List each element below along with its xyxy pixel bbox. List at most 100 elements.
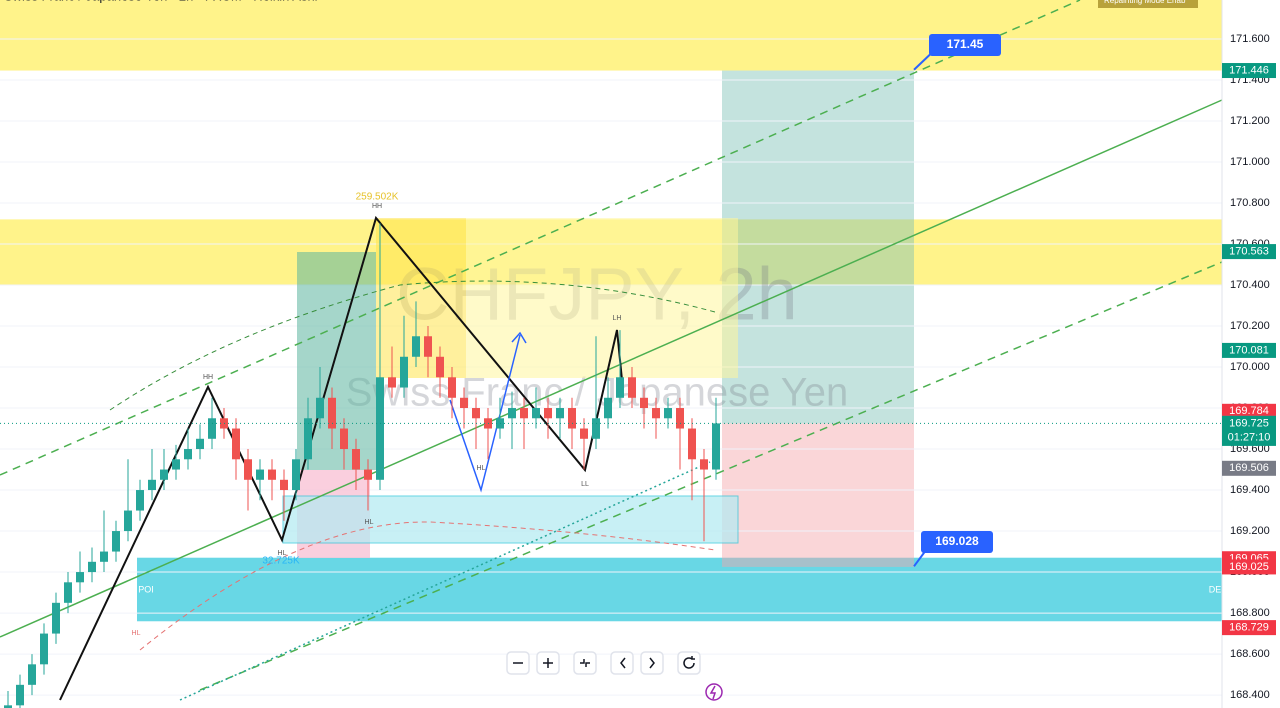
candle-body (556, 408, 564, 419)
icon (683, 656, 695, 669)
y-tick-label: 171.600 (1230, 33, 1270, 45)
y-tick-label: 170.000 (1230, 361, 1270, 373)
band-line (139, 521, 716, 651)
candle-body (136, 490, 144, 511)
annotation: LH (613, 315, 622, 322)
annotation: POI (138, 584, 154, 594)
callout (929, 34, 1001, 56)
price-label-text: 171.446 (1229, 64, 1269, 76)
candle-body (268, 469, 276, 480)
y-tick-label: 169.400 (1230, 484, 1270, 496)
callout-label: 169.028 (935, 534, 979, 548)
zone (722, 423, 914, 567)
candle-body (364, 469, 372, 480)
candle-body (340, 428, 348, 450)
candle-body (520, 408, 528, 419)
reset[interactable] (677, 651, 701, 675)
y-tick-label: 168.800 (1230, 607, 1270, 619)
annotation: LL (581, 481, 589, 488)
candle-body (4, 705, 12, 708)
candle-body (388, 377, 396, 388)
annotation: HL (278, 550, 287, 557)
y-tick-label: 171.200 (1230, 115, 1270, 127)
candle-body (568, 408, 576, 429)
annotation: HL (365, 519, 374, 526)
price-label-text: 169.506 (1229, 462, 1269, 474)
candle-body (76, 572, 84, 583)
supply-box (376, 218, 466, 378)
scroll-right[interactable] (640, 651, 664, 675)
price-label (1222, 342, 1276, 358)
candle-body (508, 408, 516, 419)
price-label (1222, 63, 1276, 79)
candle-body (700, 459, 708, 470)
price-label (1222, 620, 1276, 636)
zone (722, 70, 914, 424)
candle-body (460, 397, 468, 409)
candle-body (448, 377, 456, 398)
price-label-text: 169.725 (1229, 417, 1269, 429)
channel-line (0, 0, 1081, 476)
toolbar (506, 651, 723, 701)
price-label (1222, 415, 1276, 446)
lightning-button[interactable] (705, 683, 723, 701)
annotation: HL (132, 630, 141, 637)
price-label-text: 169.025 (1229, 561, 1269, 573)
candle-body (112, 531, 120, 552)
price-label (1222, 244, 1276, 260)
candle-body (544, 408, 552, 419)
y-tick-label: 168.600 (1230, 648, 1270, 660)
price-label-text: 170.563 (1229, 245, 1269, 257)
icon (580, 659, 590, 667)
y-tick-label: 168.400 (1230, 689, 1270, 701)
candle-body (232, 428, 240, 460)
candle-body (172, 459, 180, 470)
countdown: 01:27:10 (1228, 431, 1271, 443)
candle-body (616, 377, 624, 398)
channel-line (199, 261, 1223, 691)
candle-body (28, 664, 36, 685)
candle-body (184, 449, 192, 460)
candle-body (352, 449, 360, 470)
candle-body (328, 397, 336, 429)
band-line (109, 280, 716, 411)
candle-body (688, 428, 696, 460)
y-tick-label: 169.200 (1230, 525, 1270, 537)
candle-body (208, 418, 216, 439)
candle-body (64, 582, 72, 603)
candle-body (628, 377, 636, 398)
price-label-text: 170.081 (1229, 344, 1269, 356)
badge (1098, 0, 1198, 8)
candle-body (676, 408, 684, 429)
reset-scale[interactable] (573, 651, 597, 675)
candle-body (16, 684, 24, 706)
callout (921, 531, 993, 553)
candle-body (652, 408, 660, 419)
icon (543, 658, 553, 668)
y-tick-label: 171.000 (1230, 156, 1270, 168)
icon (620, 657, 626, 669)
candle-body (316, 397, 324, 419)
candle-body (160, 469, 168, 480)
candle-body (532, 408, 540, 419)
projection (449, 334, 521, 493)
demand-box (282, 495, 739, 544)
dotted-line (179, 461, 711, 701)
annotation: HL (477, 465, 486, 472)
badge-label: Repainting Mode Enab (1104, 0, 1186, 5)
candle-body (304, 418, 312, 460)
candle-body (148, 479, 156, 491)
annotation: HH (372, 203, 382, 210)
candle-body (292, 459, 300, 491)
candle-body (376, 377, 384, 480)
y-tick-label: 170.400 (1230, 279, 1270, 291)
candle-body (712, 423, 720, 470)
scroll-left[interactable] (610, 651, 634, 675)
candle-body (244, 459, 252, 480)
price-label-text: 168.729 (1229, 622, 1269, 634)
candle-body (424, 336, 432, 357)
y-tick-label: 170.200 (1230, 320, 1270, 332)
price-label (1222, 460, 1276, 476)
